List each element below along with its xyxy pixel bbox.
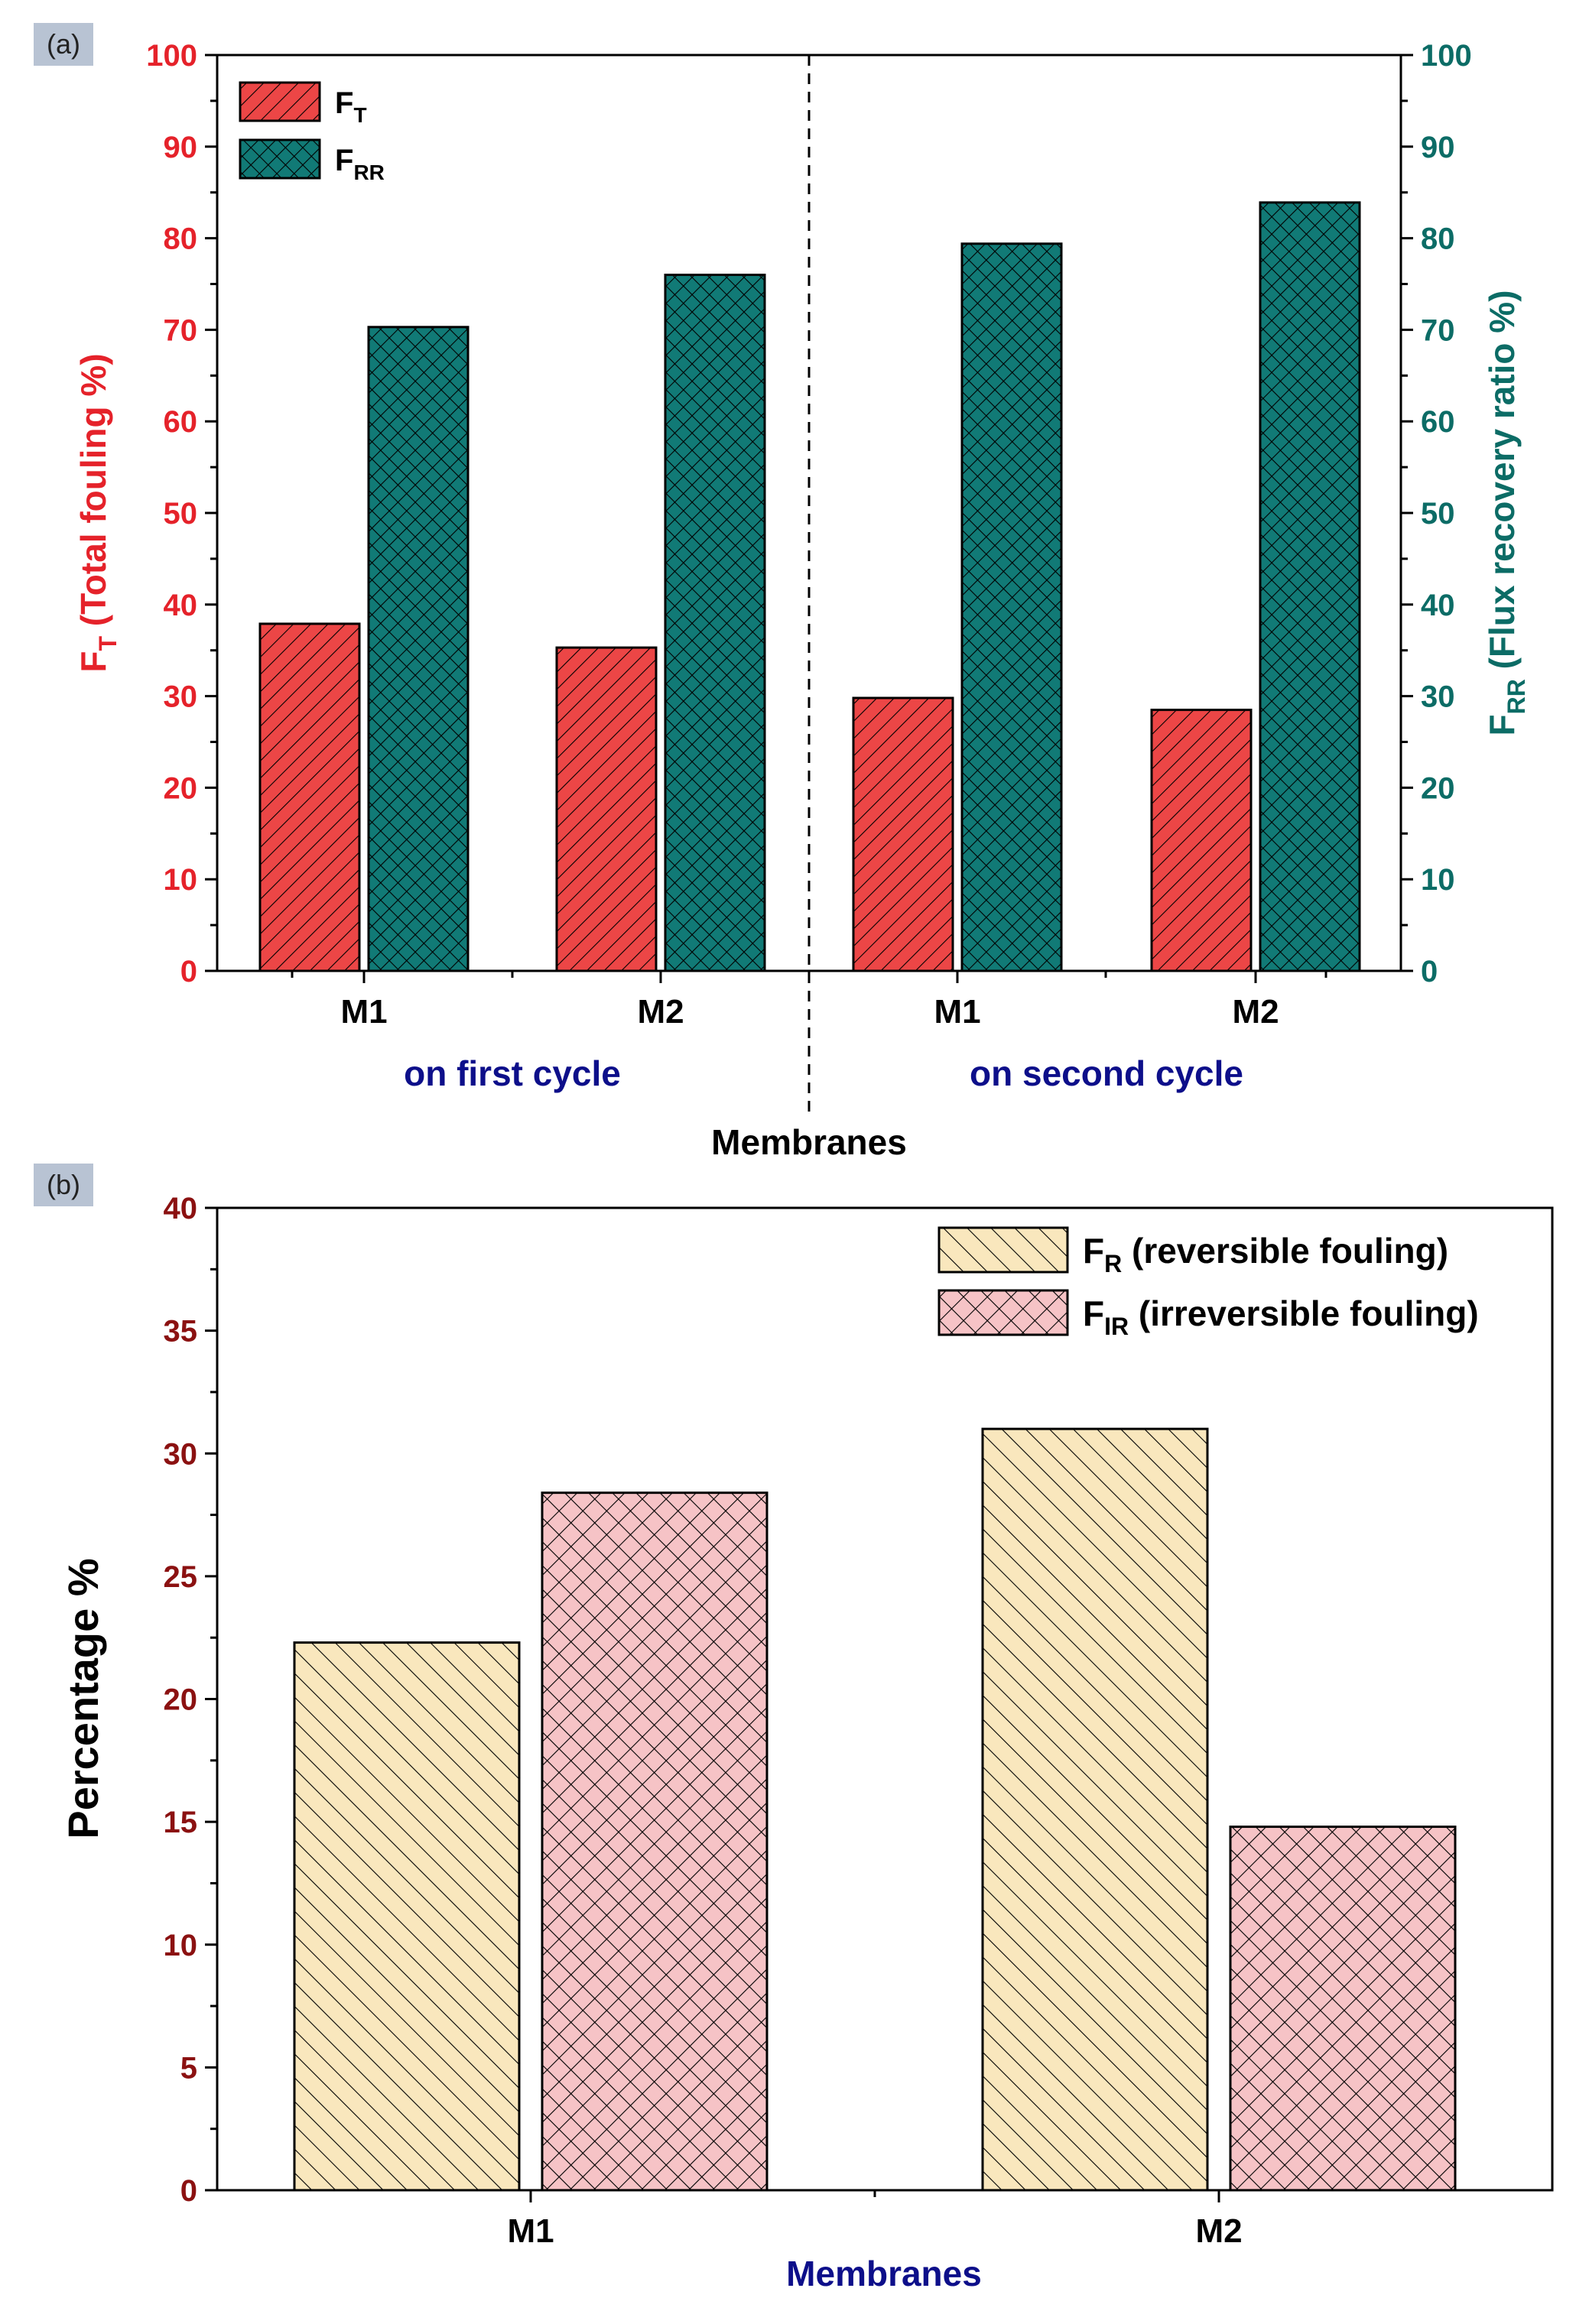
panel-a-legend: FT FRR — [239, 81, 385, 184]
panel-b-legend: FR (reversible fouling) FIR (irreversibl… — [937, 1226, 1479, 1340]
left-axis-label-subscript: T — [94, 636, 122, 651]
left-tick-label: 100 — [146, 39, 197, 73]
legend-fir-subscript: IR — [1104, 1313, 1129, 1340]
group-label-first-cycle: on first cycle — [404, 1053, 621, 1093]
bar-frr-m1-cycle1-hatch — [367, 326, 470, 972]
legend-label-frr: FRR — [335, 144, 385, 184]
panel-a-x-axis-ticks: M1 M2 M1 M2 — [291, 971, 1327, 1031]
legend-swatch-fir-hatch — [939, 1290, 1067, 1335]
x-tick-label: M1 — [340, 993, 387, 1031]
panel-a-left-axis-ticks: 0 10 20 30 40 50 60 70 80 90 100 — [146, 39, 217, 988]
panel-a-label: (a) — [47, 28, 80, 60]
panel-a-right-axis-label: FRR (Flux recovery ratio %) — [1482, 290, 1530, 735]
bar-ft-m2-cycle1-hatch — [555, 646, 658, 972]
y-tick-label: 10 — [164, 1929, 198, 1962]
panel-b-y-axis-ticks: 0 5 10 15 20 25 30 35 40 — [164, 1192, 217, 2208]
right-axis-label-prefix: F — [1482, 714, 1522, 735]
right-axis-label-subscript: RR — [1503, 679, 1530, 714]
legend-label-ft: FT — [335, 86, 367, 127]
bar-ft-m1-cycle2-hatch — [852, 696, 954, 972]
y-tick-label: 15 — [164, 1806, 198, 1839]
right-tick-label: 0 — [1421, 955, 1438, 988]
panel-a-chart: (a) 0 10 20 30 40 50 60 70 80 90 100 0 10 20 30 40 50 60… — [34, 23, 1530, 1162]
bar-fr-m1-hatch — [293, 1641, 521, 2192]
left-tick-label: 10 — [164, 863, 198, 897]
left-tick-label: 0 — [180, 955, 197, 988]
panel-a-right-axis-ticks: 0 10 20 30 40 50 60 70 80 90 100 — [1401, 39, 1472, 988]
legend-label-fir: FIR (irreversible fouling) — [1083, 1293, 1479, 1340]
y-tick-label: 25 — [164, 1560, 198, 1594]
left-tick-label: 60 — [164, 405, 198, 439]
panel-b-chart: (b) 0 5 10 15 20 25 30 35 40 M1 M2 Membranes Perc… — [34, 1164, 1554, 2293]
left-axis-label-text: (Total fouling %) — [73, 353, 113, 636]
right-tick-label: 60 — [1421, 405, 1455, 439]
panel-a-label-bg — [34, 23, 93, 66]
legend-swatch-ft-hatch — [240, 83, 320, 121]
panel-b-y-axis-label: Percentage % — [59, 1558, 107, 1839]
x-tick-label: M1 — [507, 2212, 554, 2250]
x-tick-label: M2 — [1195, 2212, 1242, 2250]
right-tick-label: 70 — [1421, 313, 1455, 347]
group-label-second-cycle: on second cycle — [970, 1053, 1243, 1093]
panel-b-x-axis-ticks: M1 M2 — [507, 2190, 1243, 2250]
right-tick-label: 30 — [1421, 680, 1455, 714]
panel-a-left-axis-label: FT (Total fouling %) — [73, 353, 122, 672]
right-tick-label: 20 — [1421, 771, 1455, 805]
y-tick-label: 40 — [164, 1192, 198, 1225]
y-tick-label: 30 — [164, 1437, 198, 1471]
bar-frr-m1-cycle2-hatch — [960, 242, 1063, 972]
x-tick-label: M2 — [1232, 993, 1279, 1031]
legend-fr-subscript: R — [1104, 1250, 1122, 1277]
panel-b-label: (b) — [47, 1169, 80, 1200]
legend-frr-prefix: F — [335, 144, 353, 177]
x-tick-label: M1 — [934, 993, 980, 1031]
left-tick-label: 50 — [164, 497, 198, 531]
bar-fr-m2-hatch — [981, 1427, 1209, 2192]
bar-fir-m2-hatch — [1229, 1826, 1457, 2192]
legend-frr-subscript: RR — [353, 161, 384, 184]
right-tick-label: 100 — [1421, 39, 1472, 73]
right-tick-label: 50 — [1421, 497, 1455, 531]
legend-fir-prefix: F — [1083, 1293, 1104, 1333]
bar-frr-m2-cycle2-hatch — [1259, 201, 1361, 972]
panel-a-x-axis-label: Membranes — [711, 1122, 907, 1162]
legend-fir-desc: (irreversible fouling) — [1129, 1293, 1479, 1333]
left-tick-label: 90 — [164, 131, 198, 164]
legend-fr-prefix: F — [1083, 1231, 1104, 1271]
panel-b-bars — [293, 1427, 1457, 2192]
legend-swatch-frr-hatch — [240, 140, 320, 178]
bar-fir-m1-hatch — [541, 1491, 769, 2192]
right-axis-label-text: (Flux recovery ratio %) — [1482, 290, 1522, 679]
y-tick-label: 35 — [164, 1315, 198, 1349]
legend-fr-desc: (reversible fouling) — [1122, 1231, 1448, 1271]
panel-a-bars — [258, 201, 1361, 972]
left-tick-label: 40 — [164, 589, 198, 622]
bar-ft-m2-cycle2-hatch — [1150, 709, 1253, 972]
legend-ft-subscript: T — [353, 103, 366, 127]
right-tick-label: 90 — [1421, 131, 1455, 164]
y-tick-label: 20 — [164, 1683, 198, 1717]
left-tick-label: 70 — [164, 313, 198, 347]
bar-ft-m1-cycle1-hatch — [258, 622, 361, 972]
legend-ft-prefix: F — [335, 86, 353, 120]
y-tick-label: 0 — [180, 2174, 197, 2208]
right-tick-label: 80 — [1421, 222, 1455, 256]
left-tick-label: 30 — [164, 680, 198, 714]
legend-label-fr: FR (reversible fouling) — [1083, 1231, 1448, 1277]
panel-b-x-axis-label: Membranes — [786, 2254, 982, 2293]
right-tick-label: 10 — [1421, 863, 1455, 897]
legend-swatch-fr-hatch — [939, 1228, 1067, 1272]
y-tick-label: 5 — [180, 2051, 197, 2085]
left-tick-label: 80 — [164, 222, 198, 256]
x-tick-label: M2 — [637, 993, 684, 1031]
left-axis-label-prefix: F — [73, 651, 113, 673]
bar-frr-m2-cycle1-hatch — [664, 274, 766, 972]
left-tick-label: 20 — [164, 771, 198, 805]
right-tick-label: 40 — [1421, 589, 1455, 622]
panel-b-label-bg — [34, 1164, 93, 1206]
panel-b-plot-frame — [216, 1206, 1554, 2192]
